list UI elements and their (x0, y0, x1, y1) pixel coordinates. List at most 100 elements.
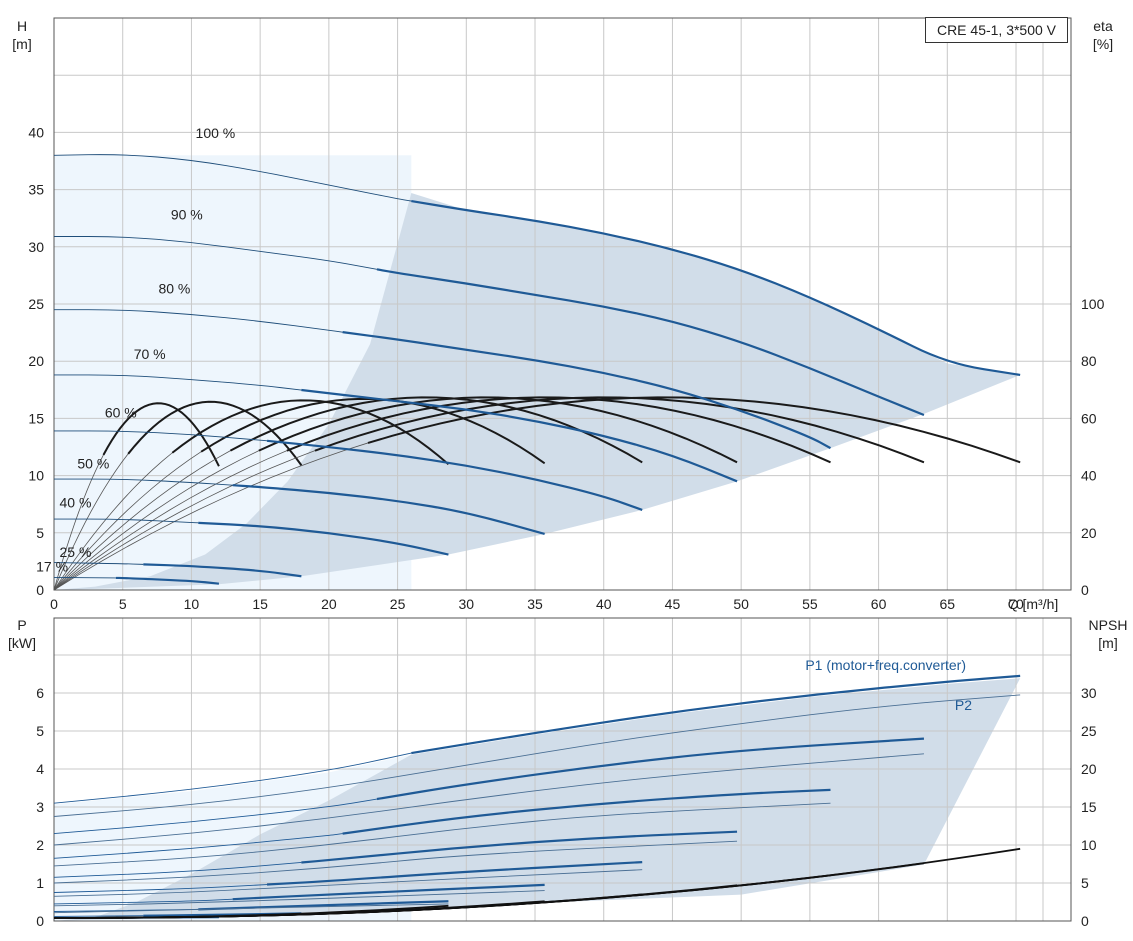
y-axis-label: H (17, 18, 27, 34)
p1-curve-operating (342, 788, 831, 835)
head-curve-operating (301, 388, 738, 483)
x-tick-label: 60 (871, 596, 887, 612)
head-chart: 100 % 90 % 80 % 70 % 60 % 50 % 40 % 25 %17 % 0 5 1… (12, 17, 1113, 612)
y2-tick-label: 20 (1081, 761, 1097, 777)
x-tick-label: 20 (321, 596, 337, 612)
y-tick-label: 5 (36, 525, 44, 541)
y-tick-label: 0 (36, 913, 44, 929)
p2-curve (53, 802, 831, 867)
x-tick-label: 5 (119, 596, 127, 612)
p1-curve-operating (266, 861, 643, 886)
p1-curve-operating (232, 883, 545, 901)
p1-curve-operating (411, 674, 1021, 755)
p1-curve-thin (53, 862, 302, 878)
y2-tick-label: 15 (1081, 799, 1097, 815)
y-tick-label: 4 (36, 761, 44, 777)
y-axis-unit: [m] (12, 36, 31, 52)
y2-axis-unit: [%] (1093, 36, 1113, 52)
x-tick-label: 40 (596, 596, 612, 612)
head-curve-thin (54, 430, 268, 442)
p2-curve (53, 903, 449, 914)
p2-curve (53, 890, 545, 907)
p1-series-label: P1 (motor+freq.converter) (805, 657, 966, 673)
p1-curve-operating (376, 737, 925, 801)
p1-curve-thin (53, 898, 233, 905)
y2-tick-label: 0 (1081, 582, 1089, 598)
head-curve-thin (53, 374, 302, 391)
y2-tick-label: 0 (1081, 913, 1089, 929)
x-tick-label: 50 (733, 596, 749, 612)
y-axis-unit: [kW] (8, 635, 36, 651)
y2-tick-label: 5 (1081, 875, 1089, 891)
y2-axis-label: NPSH (1089, 617, 1128, 633)
x-tick-label: 0 (50, 596, 58, 612)
p1-curve-thin (53, 833, 343, 859)
head-curve-thin (53, 154, 412, 202)
x-tick-label: 25 (390, 596, 406, 612)
head-curve-operating (115, 576, 220, 585)
y2-tick-label: 80 (1081, 353, 1097, 369)
y-axis-label: P (17, 617, 26, 633)
speed-label: 40 % (59, 495, 91, 511)
y-tick-label: 40 (28, 124, 44, 140)
y2-tick-label: 100 (1081, 296, 1105, 312)
y-tick-label: 15 (28, 410, 44, 426)
x-axis-label: Q [m³/h] (1008, 596, 1059, 612)
head-curve-thin (54, 309, 343, 333)
speed-label: 70 % (134, 346, 166, 362)
plot-frame (53, 617, 1072, 922)
y-tick-label: 35 (28, 182, 44, 198)
x-tick-label: 65 (940, 596, 956, 612)
y-tick-label: 10 (28, 468, 44, 484)
head-curve-operating (266, 439, 643, 511)
p2-curve (53, 753, 924, 846)
speed-label: 100 % (196, 125, 236, 141)
y-tick-label: 2 (36, 837, 44, 853)
eta-curve-operating (314, 396, 925, 464)
eta-curve-operating (171, 399, 450, 466)
x-tick-label: 70 (1008, 596, 1024, 612)
speed-label: 25 % (59, 544, 91, 560)
y2-tick-label: 40 (1081, 468, 1097, 484)
p2-curve (53, 869, 643, 897)
head-curve-operating (342, 331, 832, 450)
p1-curve-operating (143, 912, 302, 917)
y2-axis-label: eta (1093, 18, 1113, 34)
npsh-curve (53, 904, 449, 919)
p1-curve-thin (53, 884, 268, 893)
plot-frame (53, 17, 1072, 591)
eta-curve-operating (286, 396, 831, 464)
y-tick-label: 1 (36, 875, 44, 891)
speed-label: 90 % (171, 206, 203, 222)
y2-axis-unit: [m] (1098, 635, 1117, 651)
eta-curve-operating (258, 396, 738, 464)
x-tick-label: 35 (527, 596, 543, 612)
x-tick-label: 10 (184, 596, 200, 612)
x-tick-label: 15 (252, 596, 268, 612)
head-curve-operating (376, 268, 925, 416)
eta-curve-operating (229, 396, 643, 464)
y2-tick-label: 20 (1081, 525, 1097, 541)
p2-series-label: P2 (955, 697, 972, 713)
y-tick-label: 3 (36, 799, 44, 815)
y2-tick-label: 25 (1081, 723, 1097, 739)
head-curve-thin (53, 576, 116, 579)
y-tick-label: 20 (28, 353, 44, 369)
eta-curve-operating (367, 396, 1021, 464)
y-tick-label: 0 (36, 582, 44, 598)
head-curve-operating (232, 484, 545, 536)
y-tick-label: 25 (28, 296, 44, 312)
p2-curve (53, 840, 738, 884)
p1-curve-thin (53, 752, 412, 804)
operating-region (54, 678, 1021, 921)
x-tick-label: 30 (459, 596, 475, 612)
head-curve-operating (411, 199, 1021, 377)
y2-tick-label: 60 (1081, 410, 1097, 426)
speed-label: 60 % (105, 404, 137, 420)
p2-curve (53, 694, 1021, 817)
y-tick-label: 6 (36, 685, 44, 701)
y2-tick-label: 30 (1081, 685, 1097, 701)
speed-label: 80 % (158, 281, 190, 297)
head-curve-thin (54, 478, 233, 486)
